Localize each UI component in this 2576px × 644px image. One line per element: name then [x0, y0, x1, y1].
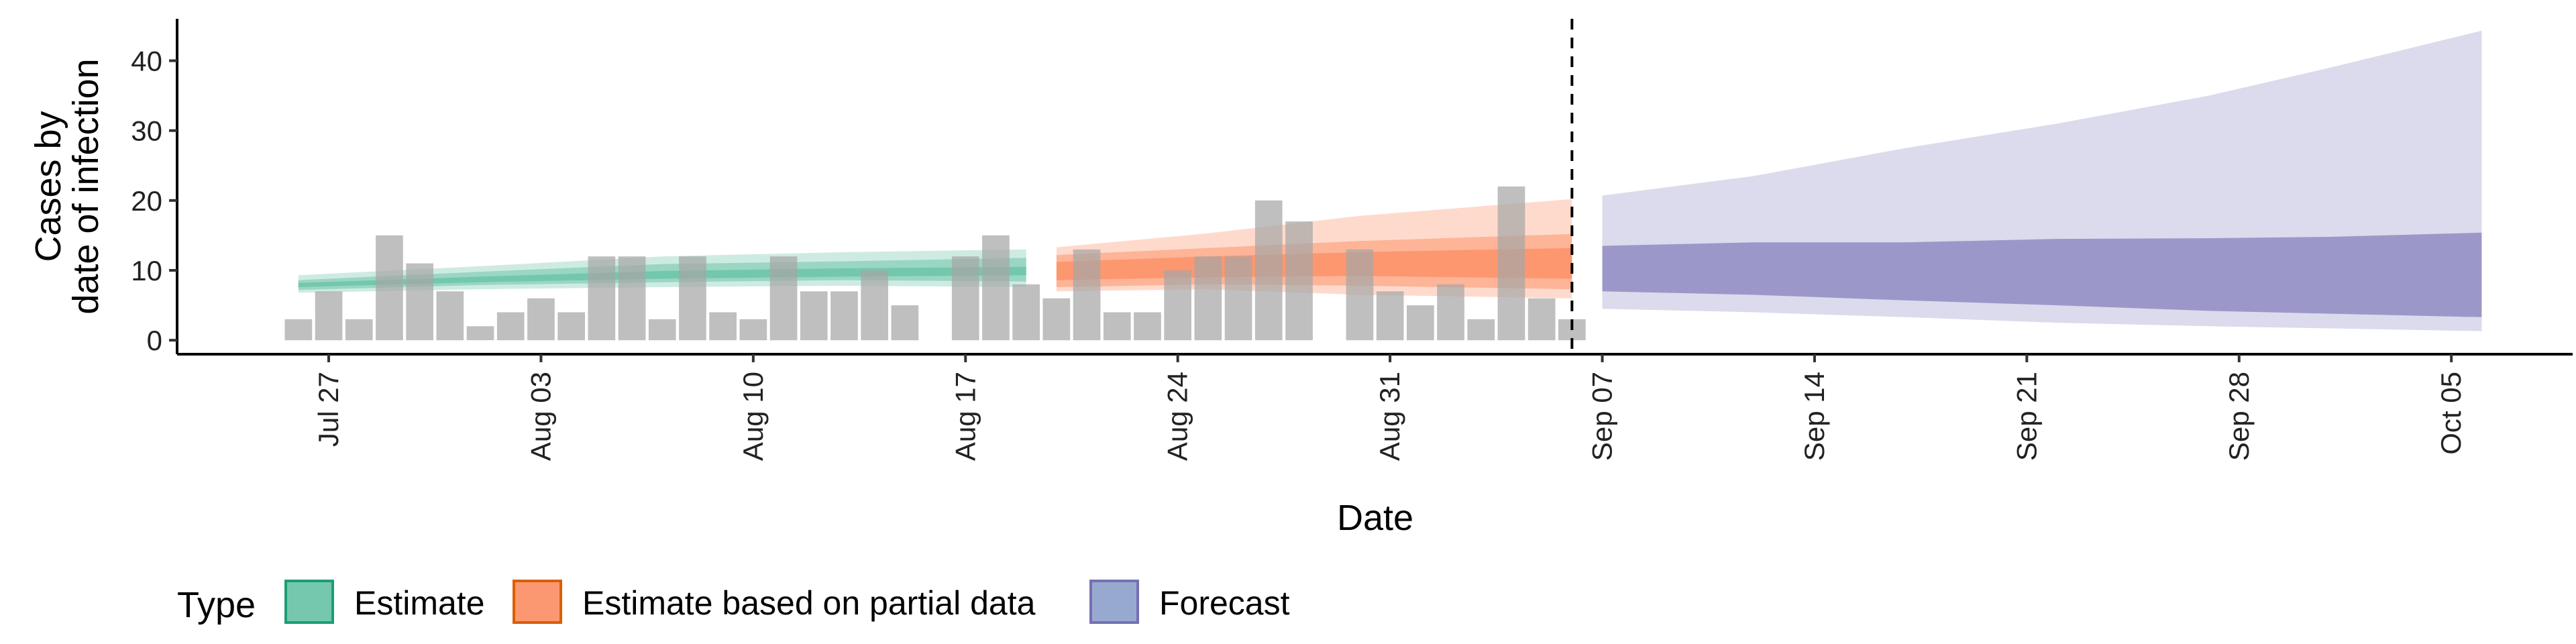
bar — [284, 319, 313, 341]
x-tick-label: Aug 17 — [949, 372, 981, 461]
legend-key-0 — [284, 580, 334, 624]
legend-label-2: Forecast — [1159, 584, 1290, 622]
y-axis-title: Cases by date of infection — [28, 58, 106, 314]
bar — [769, 256, 798, 341]
bar — [679, 256, 706, 341]
bar — [315, 291, 343, 341]
bar — [1134, 312, 1161, 341]
bar — [891, 305, 919, 341]
bar — [557, 312, 585, 341]
y-tick-label: 20 — [131, 185, 162, 217]
legend-label-1: Estimate based on partial data — [582, 584, 1036, 622]
bar — [1467, 319, 1495, 341]
bar — [800, 291, 828, 341]
bar — [1407, 305, 1434, 341]
x-ticks: Jul 27 Aug 03 Aug 10 Aug 17 Aug 24 Aug 31 Sep … — [313, 354, 2467, 461]
bar — [496, 312, 525, 341]
x-tick-label: Sep 14 — [1799, 372, 1830, 461]
bar — [1437, 284, 1464, 341]
bar — [1285, 221, 1313, 341]
legend: Type Estimate Estimate based on partial d… — [177, 580, 1290, 625]
bar — [436, 291, 464, 341]
bar — [1527, 298, 1556, 341]
bar — [1376, 291, 1404, 341]
x-tick-label: Sep 07 — [1587, 372, 1618, 461]
x-tick-label: Sep 21 — [2010, 372, 2042, 461]
bar — [466, 326, 494, 341]
bar — [951, 256, 979, 341]
bar — [739, 319, 767, 341]
x-axis-title: Date — [1337, 498, 1413, 538]
bar — [1103, 312, 1131, 341]
bar — [618, 256, 646, 341]
x-tick-label: Sep 28 — [2223, 372, 2255, 461]
bar — [1042, 298, 1071, 341]
y-ticks: 0 10 20 30 40 — [131, 46, 177, 356]
bar — [588, 256, 616, 341]
bar — [527, 298, 555, 341]
y-tick-label: 30 — [131, 115, 162, 147]
bar — [1194, 256, 1222, 341]
x-tick-label: Aug 24 — [1162, 372, 1193, 461]
y-tick-label: 10 — [131, 255, 162, 286]
bar — [709, 312, 737, 341]
bar — [1224, 256, 1252, 341]
bar — [1254, 200, 1283, 341]
x-tick-label: Jul 27 — [313, 372, 344, 447]
bar — [1164, 270, 1191, 341]
y-axis-title-line-1: Cases by — [28, 111, 68, 262]
band-inner-0 — [298, 266, 1026, 287]
x-tick-label: Aug 03 — [525, 372, 556, 461]
bar — [861, 270, 888, 341]
x-tick-label: Oct 05 — [2435, 372, 2467, 455]
bar — [982, 235, 1010, 341]
bar — [345, 319, 373, 341]
bar — [376, 235, 403, 341]
band-mid-2 — [1602, 232, 2482, 317]
legend-key-2 — [1089, 580, 1139, 624]
bars — [284, 186, 1586, 341]
legend-title: Type — [177, 585, 256, 625]
y-tick-label: 0 — [147, 325, 162, 356]
bar — [1497, 186, 1525, 341]
axes — [176, 19, 2573, 356]
bar — [1012, 284, 1040, 341]
bar — [648, 319, 676, 341]
x-tick-label: Aug 10 — [737, 372, 769, 461]
bar — [1073, 249, 1101, 341]
bar — [1346, 249, 1374, 341]
y-tick-label: 40 — [131, 46, 162, 77]
x-tick-label: Aug 31 — [1374, 372, 1405, 461]
y-axis-title-line-2: date of infection — [66, 58, 106, 314]
legend-label-0: Estimate — [354, 584, 485, 622]
bar — [830, 291, 858, 341]
legend-key-1 — [513, 580, 562, 624]
bar — [406, 263, 433, 341]
